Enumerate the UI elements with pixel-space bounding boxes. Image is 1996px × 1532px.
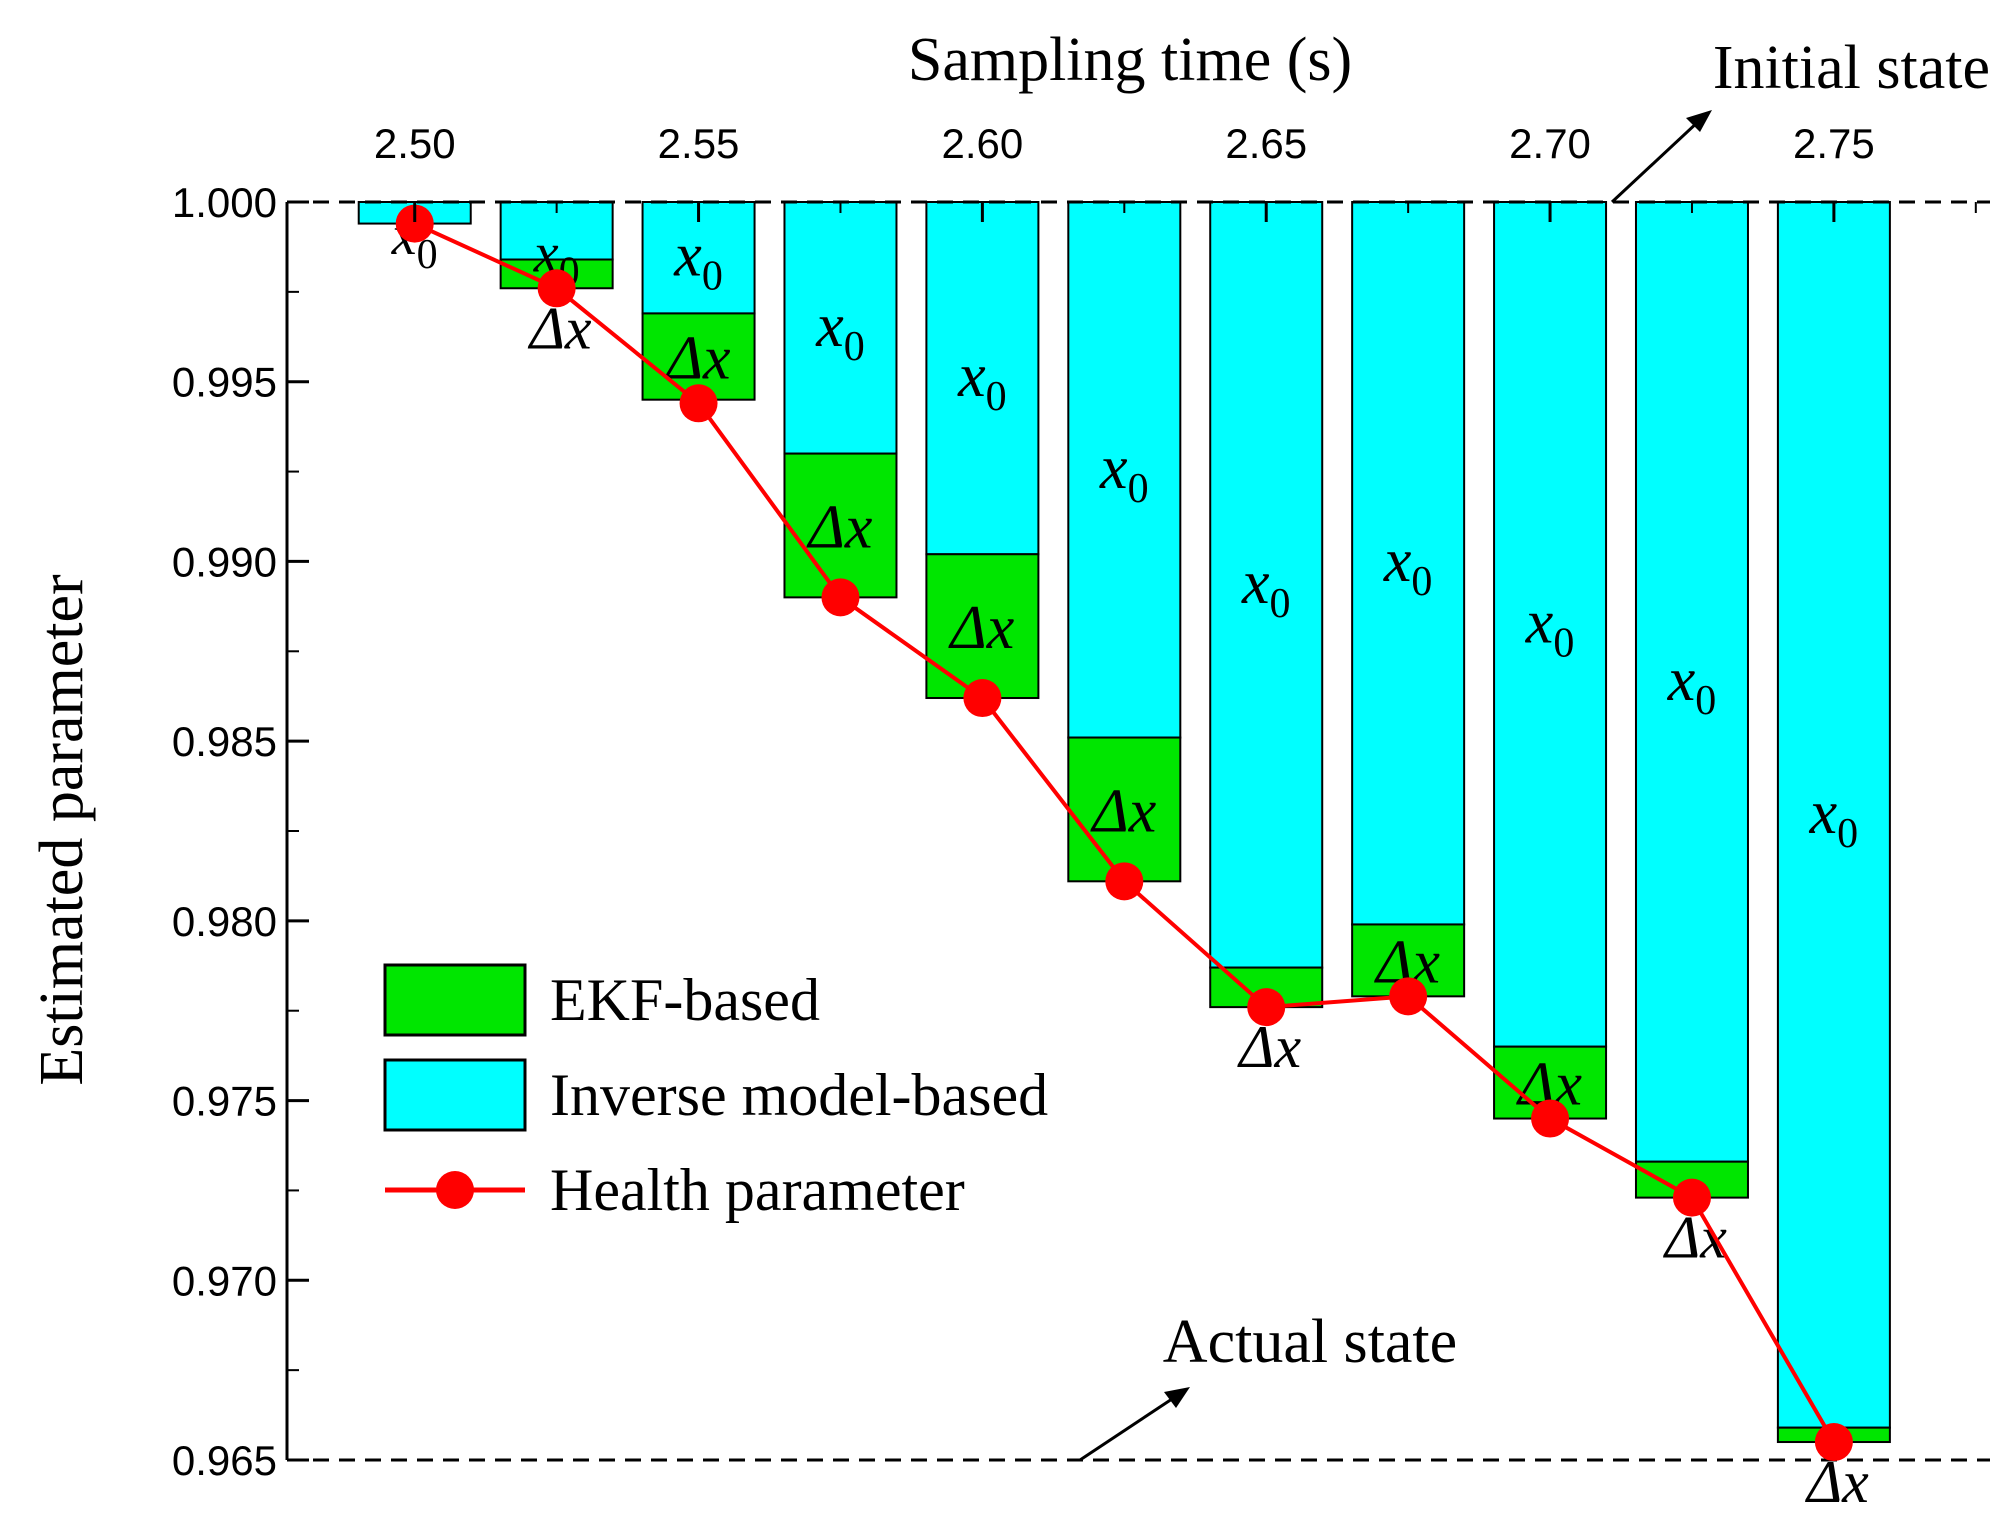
x0-label: x0 [957, 342, 1007, 420]
ekf-bar [1067, 736, 1182, 883]
health-parameter-point [679, 384, 718, 423]
health-parameter-point [1105, 862, 1144, 901]
legend-label-inverse: Inverse model-based [550, 1062, 1048, 1128]
y-tick-label: 1.000 [172, 179, 277, 226]
x-tick-label: 2.65 [1225, 120, 1307, 167]
y-tick-label: 0.980 [172, 898, 277, 945]
delta-x-label: Δx [947, 594, 1014, 662]
legend-swatch-inverse [383, 1058, 527, 1132]
health-parameter-point [1672, 1178, 1711, 1217]
x0-label: x0 [1809, 779, 1859, 857]
health-parameter-point [537, 269, 576, 308]
x-axis-title: Sampling time (s) [908, 26, 1352, 94]
x0-label: x0 [1099, 434, 1149, 512]
actual-state-label: Actual state [1163, 1308, 1457, 1376]
health-parameter-point [1814, 1423, 1853, 1462]
reference-lines-layer [287, 110, 1990, 1462]
delta-x-label: Δx [806, 493, 873, 561]
x-tick-label: 2.50 [374, 120, 456, 167]
y-tick-label: 0.965 [172, 1437, 277, 1484]
x0-label: x0 [1241, 549, 1291, 627]
x0-label: x0 [815, 292, 865, 370]
x-tick-label: 2.60 [942, 120, 1024, 167]
delta-x-label: Δx [664, 325, 731, 393]
inverse-bar [1776, 201, 1891, 1429]
legend-swatch-ekf [383, 963, 527, 1037]
health-parameter-point [1531, 1099, 1570, 1138]
y-tick-label: 0.970 [172, 1257, 277, 1304]
health-parameter-point [395, 204, 434, 243]
legend-marker-health [436, 1171, 474, 1209]
inverse-bar [925, 201, 1040, 556]
x-tick-label: 2.70 [1509, 120, 1591, 167]
actual-state-arrowhead [1164, 1387, 1190, 1408]
bars-layer [357, 201, 1891, 1444]
y-axis-title: Estimated parameter [28, 574, 96, 1086]
health-parameter-point [1247, 988, 1286, 1027]
y-tick-label: 0.975 [172, 1078, 277, 1125]
x0-label: x0 [1525, 588, 1575, 666]
delta-x-label: Δx [1089, 777, 1156, 845]
y-tick-label: 0.995 [172, 359, 277, 406]
x0-label: x0 [1383, 527, 1433, 605]
actual-state-arrow [1079, 1393, 1179, 1462]
initial-state-arrow [1610, 118, 1702, 204]
legend-label-health: Health parameter [550, 1157, 965, 1223]
initial-state-arrowhead [1686, 110, 1712, 132]
x-tick-label: 2.75 [1793, 120, 1875, 167]
inverse-bar [1634, 201, 1749, 1163]
health-line-layer [395, 204, 1853, 1462]
ekf-bar [925, 553, 1040, 700]
axes-layer: 1.000 0.995 0.990 0.985 0.980 0.975 0.970 0.965… [172, 120, 1977, 1484]
x0-label: x0 [673, 222, 723, 300]
legend: EKF-based Inverse model-based Health param… [383, 963, 1048, 1223]
legend-label-ekf: EKF-based [550, 967, 820, 1033]
y-tick-label: 0.990 [172, 538, 277, 585]
initial-state-label: Initial state [1713, 34, 1990, 102]
y-tick-label: 0.985 [172, 718, 277, 765]
inverse-bar [1067, 201, 1182, 739]
x0-label: x0 [1667, 646, 1717, 724]
health-parameter-point [821, 578, 860, 617]
inverse-bar [1351, 201, 1466, 926]
health-parameter-point [1389, 977, 1428, 1016]
inverse-bar [1493, 201, 1608, 1048]
health-parameter-point [963, 679, 1002, 718]
x-tick-label: 2.55 [658, 120, 740, 167]
